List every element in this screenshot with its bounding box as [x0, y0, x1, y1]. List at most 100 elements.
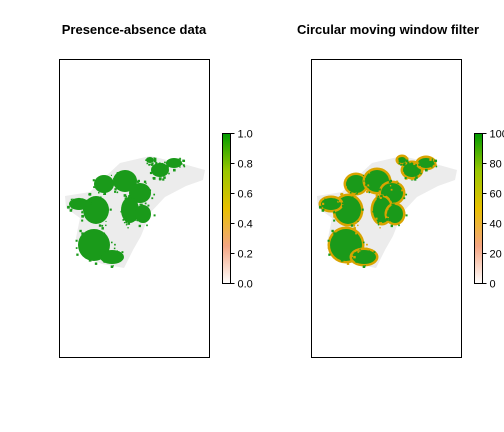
presence-cell	[133, 186, 136, 189]
raster-map	[317, 154, 457, 268]
presence-cell	[163, 164, 166, 166]
presence-cell	[375, 221, 378, 224]
presence-patch	[352, 250, 376, 264]
presence-cell	[161, 162, 164, 166]
presence-patch	[387, 205, 403, 223]
presence-cell	[165, 162, 168, 164]
presence-cell	[390, 224, 393, 228]
presence-cell	[333, 211, 336, 214]
presence-cell	[431, 166, 433, 168]
presence-cell	[377, 221, 379, 223]
presence-cell	[327, 247, 330, 249]
legend-tick-label: 0	[490, 279, 496, 291]
presence-cell	[386, 213, 389, 216]
presence-cell	[351, 255, 354, 258]
presence-cell	[155, 162, 158, 165]
presence-cell	[340, 192, 344, 196]
presence-cell	[333, 214, 336, 218]
presence-cell	[70, 198, 73, 201]
presence-cell	[125, 221, 127, 223]
presence-cell	[368, 191, 371, 194]
presence-cell	[366, 243, 368, 246]
presence-cell	[116, 172, 119, 174]
presence-cell	[386, 208, 389, 211]
presence-cell	[120, 210, 122, 213]
presence-cell	[139, 205, 142, 208]
presence-cell	[435, 165, 438, 168]
presence-cell	[112, 184, 115, 186]
presence-cell	[365, 247, 368, 250]
presence-cell	[362, 174, 365, 176]
presence-cell	[82, 198, 84, 200]
presence-cell	[125, 222, 128, 224]
presence-cell	[114, 243, 116, 246]
presence-cell	[355, 232, 357, 235]
presence-cell	[153, 193, 156, 196]
presence-cell	[128, 196, 130, 198]
presence-cell	[103, 261, 106, 263]
presence-cell	[96, 196, 99, 199]
presence-cell	[173, 168, 176, 172]
presence-cell	[128, 195, 131, 197]
legend-tick-label: 20	[490, 249, 502, 261]
presence-cell	[401, 189, 404, 192]
presence-cell	[94, 262, 98, 265]
presence-cell	[405, 157, 407, 159]
presence-cell	[405, 193, 408, 196]
presence-cell	[364, 184, 367, 186]
presence-patch	[403, 163, 421, 177]
presence-cell	[357, 224, 359, 227]
legend-tick-label: 0.6	[238, 189, 253, 201]
presence-cell	[85, 200, 87, 202]
presence-cell	[134, 213, 137, 216]
presence-cell	[94, 181, 98, 185]
presence-cell	[150, 163, 154, 166]
presence-cell	[366, 190, 369, 193]
presence-cell	[368, 172, 371, 174]
presence-cell	[398, 162, 401, 165]
presence-cell	[345, 186, 347, 189]
presence-cell	[350, 224, 354, 227]
presence-cell	[81, 211, 84, 214]
presence-cell	[163, 176, 166, 179]
presence-cell	[434, 164, 437, 167]
presence-cell	[88, 258, 92, 262]
presence-cell	[376, 197, 380, 200]
presence-cell	[393, 204, 396, 207]
presence-cell	[390, 188, 393, 191]
presence-cell	[140, 203, 143, 206]
presence-cell	[416, 161, 418, 164]
presence-cell	[377, 222, 380, 224]
presence-cell	[389, 185, 392, 187]
presence-cell	[158, 162, 161, 165]
presence-cell	[379, 227, 381, 229]
presence-cell	[378, 188, 381, 191]
legend-tick-label: 0.8	[238, 159, 253, 171]
presence-cell	[166, 165, 169, 169]
presence-cell	[415, 164, 418, 166]
presence-cell	[380, 196, 383, 199]
presence-cell	[391, 205, 394, 208]
presence-cell	[353, 227, 356, 230]
presence-cell	[99, 255, 102, 258]
presence-cell	[134, 208, 137, 211]
presence-cell	[145, 159, 147, 161]
presence-cell	[429, 158, 432, 161]
presence-cell	[101, 224, 104, 227]
presence-cell	[88, 200, 90, 202]
presence-cell	[337, 200, 339, 203]
presence-cell	[131, 198, 134, 202]
presence-cell	[115, 184, 118, 187]
presence-cell	[385, 186, 388, 189]
presence-cell	[338, 199, 342, 203]
presence-cell	[72, 198, 74, 200]
presence-cell	[107, 248, 109, 250]
map-frame	[311, 59, 462, 358]
presence-cell	[101, 252, 104, 254]
presence-cell	[101, 227, 104, 230]
chart-title: Circular moving window filter	[296, 22, 480, 37]
presence-cell	[322, 202, 325, 205]
presence-cell	[149, 171, 153, 175]
presence-cell	[146, 158, 149, 161]
